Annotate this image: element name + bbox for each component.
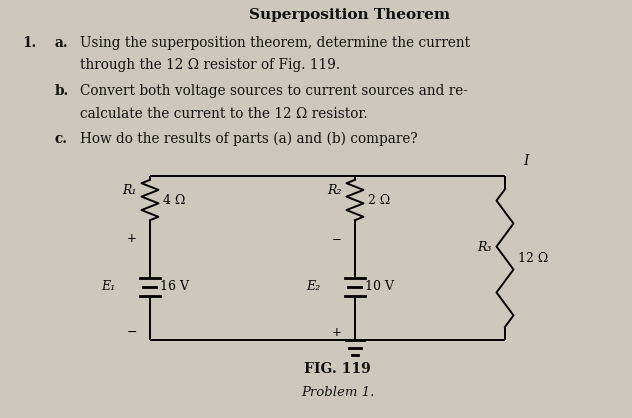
Text: calculate the current to the 12 Ω resistor.: calculate the current to the 12 Ω resist… xyxy=(80,107,368,120)
Text: a.: a. xyxy=(55,36,69,50)
Text: Convert both voltage sources to current sources and re-: Convert both voltage sources to current … xyxy=(80,84,468,98)
Text: Problem 1.: Problem 1. xyxy=(301,386,374,399)
Text: 12 Ω: 12 Ω xyxy=(518,252,549,265)
Text: −: − xyxy=(332,232,342,245)
Text: 4 Ω: 4 Ω xyxy=(164,194,186,206)
Text: E₂: E₂ xyxy=(306,280,320,293)
Text: 10 V: 10 V xyxy=(365,280,394,293)
Text: R₁: R₁ xyxy=(123,184,137,196)
Text: −: − xyxy=(127,326,137,339)
Text: FIG. 119: FIG. 119 xyxy=(304,362,371,376)
Text: 16 V: 16 V xyxy=(160,280,189,293)
Text: R₃: R₃ xyxy=(478,242,492,255)
Text: I: I xyxy=(523,154,528,168)
Text: How do the results of parts (a) and (b) compare?: How do the results of parts (a) and (b) … xyxy=(80,132,418,146)
Text: b.: b. xyxy=(55,84,70,98)
Text: E₁: E₁ xyxy=(101,280,115,293)
Text: Superposition Theorem: Superposition Theorem xyxy=(250,8,451,22)
Text: 1.: 1. xyxy=(22,36,36,50)
Text: +: + xyxy=(332,326,342,339)
Text: 2 Ω: 2 Ω xyxy=(368,194,391,206)
Text: through the 12 Ω resistor of Fig. 119.: through the 12 Ω resistor of Fig. 119. xyxy=(80,59,340,72)
Text: +: + xyxy=(127,232,137,245)
Text: c.: c. xyxy=(55,132,68,146)
Text: R₂: R₂ xyxy=(327,184,342,196)
Text: Using the superposition theorem, determine the current: Using the superposition theorem, determi… xyxy=(80,36,470,50)
